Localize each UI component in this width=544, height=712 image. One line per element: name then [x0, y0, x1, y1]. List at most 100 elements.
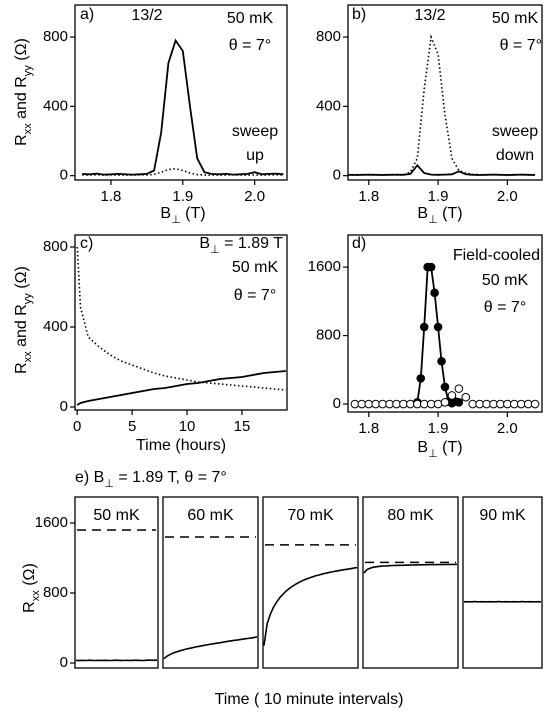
panel-label: d): [352, 235, 366, 252]
x-axis-label-part: B: [417, 439, 428, 456]
x-tick-label: 1.8: [101, 188, 122, 205]
annotation: θ = 7°: [500, 37, 542, 54]
y-axis-label: Rxx and Ryy (Ω): [13, 38, 34, 146]
x-axis-label: B⊥ (T): [160, 205, 205, 226]
annotation: 50 mK: [482, 272, 529, 289]
x-tick-label: 1.8: [358, 420, 379, 437]
subpanel-label: 70 mK: [287, 507, 334, 524]
y-tick-label: 800: [316, 28, 341, 45]
marker: [461, 392, 471, 402]
panel-label: b): [352, 6, 366, 23]
annotation: sweep: [232, 123, 278, 140]
y-axis-label-part: xx: [22, 351, 34, 363]
y-tick-label: 400: [316, 97, 341, 114]
y-tick-label: 400: [43, 97, 68, 114]
y-axis-label-part: yy: [22, 293, 34, 305]
x-tick-label: 1.8: [358, 188, 379, 205]
x-axis-label: B⊥ (T): [417, 439, 462, 460]
annotation: up: [246, 147, 264, 164]
marker: [433, 322, 443, 332]
y-axis-label-part: xx: [22, 123, 34, 135]
y-tick-label: 0: [333, 167, 341, 184]
annotation: 13/2: [414, 7, 445, 24]
plot-frame: [74, 4, 288, 181]
y-axis-label-part: and R: [13, 304, 30, 351]
subpanel-frame: [462, 496, 543, 669]
annotation: 50 mK: [492, 10, 539, 27]
annotation: 50 mK: [232, 259, 279, 276]
annotation: θ = 7°: [229, 37, 271, 54]
x-tick-label: 1.9: [428, 188, 449, 205]
marker: [530, 399, 540, 409]
annotation: B⊥ = 1.89 T: [199, 235, 283, 256]
x-axis-label-part: B: [160, 205, 171, 222]
annotation: 50 mK: [227, 10, 274, 27]
y-axis-label-part: R: [13, 362, 30, 374]
x-axis-label: Time ( 10 minute intervals): [215, 691, 404, 708]
series-line: [76, 370, 286, 406]
marker: [437, 356, 446, 366]
y-axis-label: Rxx and Ryy (Ω): [13, 266, 34, 374]
annotation: Field-cooled: [453, 247, 540, 264]
subpanel-frame: [262, 496, 359, 669]
x-axis-label-part: (T): [181, 205, 206, 222]
x-tick-label: 10: [179, 418, 196, 435]
y-axis-label-part: (Ω): [21, 563, 38, 590]
marker: [416, 374, 426, 383]
y-tick-label: 800: [316, 327, 341, 344]
panel-title-part: = 1.89 T, θ = 7°: [114, 469, 227, 486]
annotation: down: [496, 147, 534, 164]
x-tick-label: 5: [128, 418, 136, 435]
y-axis-label-part: and R: [13, 76, 30, 123]
y-axis-label-part: (Ω): [13, 38, 30, 65]
series-line: [163, 636, 258, 660]
annotation: sweep: [492, 123, 538, 140]
x-tick-label: 0: [73, 418, 81, 435]
y-tick-label: 800: [43, 28, 68, 45]
annotation: 13/2: [131, 7, 162, 24]
series-line: [82, 167, 284, 176]
y-axis-label-part: R: [21, 601, 38, 613]
subpanel-frame: [74, 496, 159, 669]
annotation-part: = 1.89 T: [220, 235, 284, 252]
x-axis-label-part: ⊥: [428, 448, 438, 460]
series-line: [347, 163, 536, 176]
y-tick-label: 0: [60, 167, 68, 184]
series-line: [416, 266, 460, 405]
x-axis-label-part: (T): [438, 439, 463, 456]
x-tick-label: 2.0: [497, 188, 518, 205]
x-axis-label: Time (hours): [136, 437, 226, 454]
y-tick-label: 0: [333, 395, 341, 412]
x-tick-label: 2.0: [244, 188, 265, 205]
subpanel-label: 90 mK: [479, 507, 526, 524]
y-tick-label: 0: [60, 654, 68, 671]
panel-title-part: ⊥: [104, 478, 114, 490]
x-tick-label: 2.0: [497, 420, 518, 437]
x-tick-label: 1.9: [172, 188, 193, 205]
annotation: θ = 7°: [234, 287, 276, 304]
x-tick-label: 1.9: [428, 420, 449, 437]
marker: [433, 399, 443, 409]
y-tick-label: 800: [43, 238, 68, 255]
x-axis-label-part: ⊥: [171, 214, 181, 226]
y-axis-label-part: (Ω): [13, 266, 30, 293]
subpanel-label: 60 mK: [187, 507, 234, 524]
y-axis-label-part: R: [13, 134, 30, 146]
y-tick-label: 0: [60, 398, 68, 415]
panel-label: c): [80, 235, 93, 252]
x-axis-label-part: B: [417, 205, 428, 222]
y-tick-label: 1600: [35, 514, 68, 531]
y-tick-label: 1600: [308, 258, 341, 275]
subpanel-frame: [362, 496, 459, 669]
annotation: θ = 7°: [484, 299, 526, 316]
x-axis-label-part: ⊥: [428, 214, 438, 226]
marker: [440, 398, 450, 407]
plot-frame: [74, 234, 288, 411]
x-axis-label-part: (T): [438, 205, 463, 222]
subpanel-label: 50 mK: [93, 507, 140, 524]
annotation-part: ⊥: [210, 244, 220, 256]
marker: [419, 322, 429, 332]
series-line: [75, 659, 158, 662]
marker: [426, 262, 436, 272]
marker: [454, 398, 464, 407]
